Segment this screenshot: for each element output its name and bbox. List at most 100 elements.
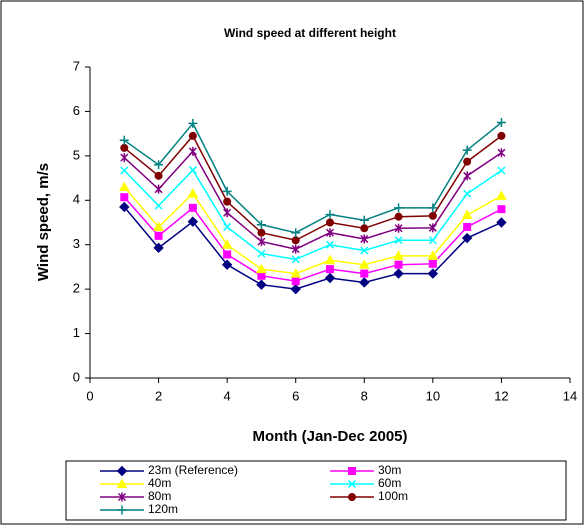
marker [461,232,473,244]
series-line [123,150,502,250]
x-tick-label: 0 [86,388,93,403]
marker [116,478,128,488]
marker [428,211,437,220]
marker [223,208,232,218]
marker [393,250,404,260]
marker [120,193,129,202]
marker [496,190,507,200]
marker [359,215,369,225]
series-line [123,206,502,290]
marker [290,283,301,295]
marker [394,236,403,245]
marker [119,201,130,213]
marker [257,237,266,247]
marker [221,239,233,249]
marker [463,171,472,181]
marker [348,467,356,475]
marker [463,157,472,166]
y-tick-label: 0 [73,369,80,384]
legend-label: 23m (Reference) [148,463,238,477]
legend-label: 30m [378,463,401,477]
marker [153,242,164,254]
y-tick-label: 2 [73,281,80,296]
marker [116,465,128,477]
marker [461,209,473,219]
x-tick-label: 8 [361,388,368,403]
marker [291,244,300,254]
marker [118,181,130,191]
marker [325,240,335,249]
series-line [123,186,502,275]
marker [497,148,506,158]
marker [256,220,266,230]
legend-label: 100m [378,489,408,503]
marker [360,246,369,255]
marker [427,268,439,279]
marker [325,210,335,220]
marker [496,118,506,128]
marker [117,492,127,502]
marker [119,135,129,145]
legend-label: 120m [148,502,178,516]
marker [188,166,197,175]
x-tick-label: 4 [224,388,231,403]
marker [221,259,233,270]
marker [290,268,302,278]
marker [223,222,232,231]
marker [463,222,472,231]
x-axis-label: Month (Jan-Dec 2005) [252,428,407,445]
marker [257,228,266,237]
legend-box [65,460,567,521]
x-tick-label: 14 [563,388,577,403]
marker [462,145,472,155]
y-tick-label: 3 [73,236,80,251]
marker [187,216,199,227]
marker [154,184,163,194]
marker [223,250,232,259]
marker [496,217,507,228]
series-line [123,196,502,282]
series-line [123,121,502,234]
marker [154,160,164,170]
x-tick-label: 2 [155,388,162,403]
marker [188,203,197,212]
marker [359,277,370,288]
marker [428,236,437,245]
marker [428,223,437,233]
y-axis-label: Wind speed, m/s [35,163,52,281]
marker [428,203,438,213]
marker [497,131,506,140]
legend-label: 60m [378,476,401,490]
marker [291,228,301,238]
marker [188,131,197,140]
marker [153,221,164,231]
legend-label: 80m [148,489,171,503]
marker [154,171,163,180]
y-tick-label: 7 [73,58,80,73]
marker [188,118,198,128]
marker [326,265,334,274]
marker [463,189,472,198]
marker [154,201,163,210]
marker [428,259,437,268]
marker [188,146,197,156]
marker [324,272,336,284]
marker [257,271,266,280]
marker [394,212,403,221]
y-tick-label: 4 [73,192,80,207]
x-tick-label: 6 [292,388,299,403]
chart-title: Wind speed at different height [224,26,396,40]
series-line [123,168,502,261]
marker [120,166,129,175]
marker [222,186,232,196]
marker [358,259,370,269]
series-line [123,134,502,242]
marker [291,255,300,264]
marker [394,223,403,233]
marker [347,479,357,489]
marker [324,254,336,265]
marker [117,505,127,515]
legend-label: 40m [148,476,171,490]
marker [120,143,129,152]
